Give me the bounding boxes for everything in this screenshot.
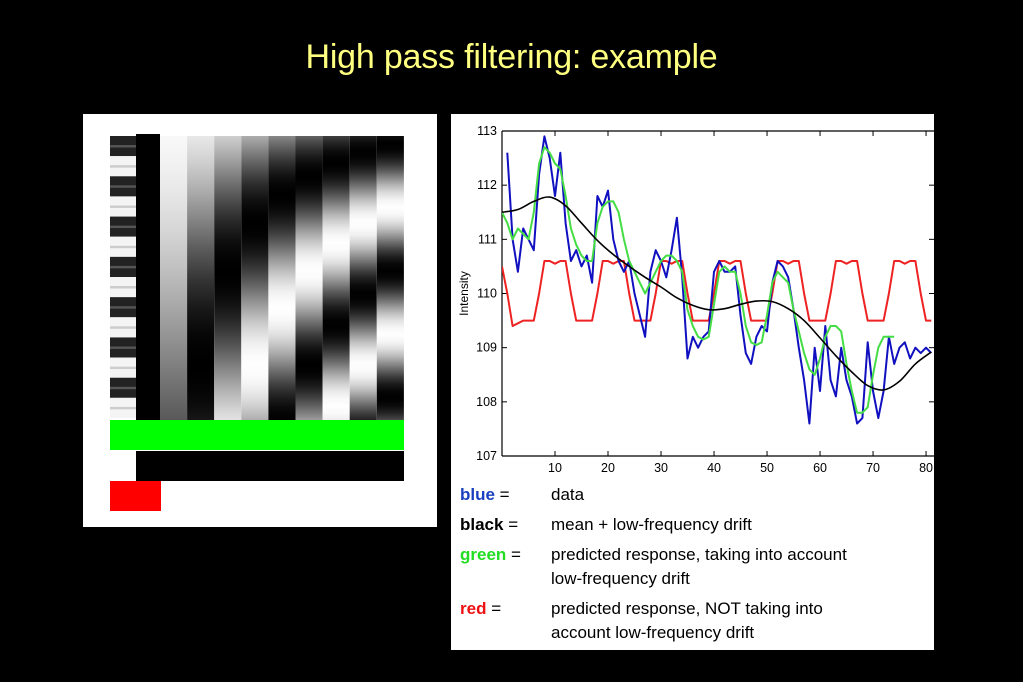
legend-desc-line: predicted response, taking into account: [551, 545, 847, 564]
series-line-black: [502, 196, 932, 391]
legend-sep: =: [503, 515, 519, 534]
legend-key-black: black: [460, 515, 504, 534]
legend-desc-black: mean + low-frequency drift: [551, 513, 930, 537]
block-stripe-shade: [110, 366, 136, 370]
legend-desc-red: predicted response, NOT taking into accou…: [551, 597, 930, 645]
legend-key-green: green: [460, 545, 507, 564]
block-stripe-shade: [110, 286, 136, 289]
plot-panel: 107 108 109 110 111 112 113 10 20 30 40 50 60 70 80 Int…: [451, 114, 934, 650]
block-stripe-shade: [110, 245, 136, 249]
block-stripe-shade: [110, 346, 136, 349]
legend-desc-blue: data: [551, 483, 930, 507]
legend-desc-line: mean + low-frequency drift: [551, 515, 752, 534]
block-stripe-shade: [110, 205, 136, 208]
red-marker: [110, 481, 161, 511]
legend-sep: =: [506, 545, 521, 564]
legend-row-blue: blue = data: [460, 483, 930, 507]
x-tick-label: 40: [707, 461, 721, 475]
legend-desc-line: account low-frequency drift: [551, 623, 755, 642]
y-tick-label: 113: [477, 124, 497, 138]
y-tick-label: 111: [478, 232, 497, 246]
legend-desc-line: predicted response, NOT taking into: [551, 599, 823, 618]
x-tick-label: 30: [654, 461, 668, 475]
cosine-column: [187, 136, 215, 420]
black-bar: [136, 451, 404, 481]
block-stripe-shade: [110, 225, 136, 229]
design-matrix-panel: [83, 114, 437, 527]
x-tick-label: 20: [601, 461, 615, 475]
design-matrix-image: [110, 134, 404, 511]
legend-key-blue: blue: [460, 485, 495, 504]
x-tick-label: 60: [813, 461, 827, 475]
block-stripe-shade: [110, 185, 136, 188]
legend-row-green: green = predicted response, taking into …: [460, 543, 930, 591]
cosine-column: [376, 136, 404, 420]
constant-column: [136, 134, 160, 420]
block-stripe-shade: [110, 306, 136, 309]
cosine-column: [322, 136, 350, 420]
cosine-column: [268, 136, 296, 420]
x-tick-label: 80: [919, 461, 933, 475]
cosine-column: [160, 136, 188, 420]
cosine-column: [295, 136, 323, 420]
x-tick-label: 50: [760, 461, 774, 475]
cosine-column: [214, 136, 242, 420]
series-line-blue: [506, 135, 933, 425]
block-stripe-shade: [110, 406, 136, 410]
legend-row-black: black = mean + low-frequency drift: [460, 513, 930, 537]
legend-desc-line: data: [551, 485, 585, 504]
plot-area: [502, 135, 933, 425]
series-line-green: [502, 146, 895, 414]
legend-desc-green: predicted response, taking into account l…: [551, 543, 930, 591]
legend-desc-line: low-frequency drift: [551, 569, 690, 588]
y-tick-label: 108: [476, 395, 497, 409]
block-stripe-shade: [110, 386, 136, 390]
y-tick-label: 107: [476, 449, 497, 463]
cosine-column: [241, 136, 269, 420]
y-tick-label: 110: [477, 287, 497, 301]
legend-row-red: red = predicted response, NOT taking int…: [460, 597, 930, 645]
x-tick-label: 70: [866, 461, 880, 475]
x-tick-label: 10: [548, 461, 562, 475]
block-stripe-shade: [110, 145, 136, 148]
legend-sep: =: [486, 599, 502, 618]
block-stripe-shade: [110, 265, 136, 269]
intensity-chart: 107 108 109 110 111 112 113 10 20 30 40 50 60 70 80 Int…: [457, 124, 934, 475]
legend: blue = data black = mean + low-frequency…: [460, 483, 930, 651]
y-tick-label: 112: [477, 178, 497, 192]
block-stripe-shade: [110, 165, 136, 168]
legend-key-red: red: [460, 599, 487, 618]
y-axis-label: Intensity: [457, 271, 471, 316]
cosine-column: [349, 136, 377, 420]
block-stripe-shade: [110, 326, 136, 329]
series-line-red: [502, 260, 932, 327]
legend-sep: =: [494, 485, 510, 504]
slide-title: High pass filtering: example: [305, 38, 718, 76]
y-tick-label: 109: [476, 341, 497, 355]
green-bar: [110, 420, 404, 450]
